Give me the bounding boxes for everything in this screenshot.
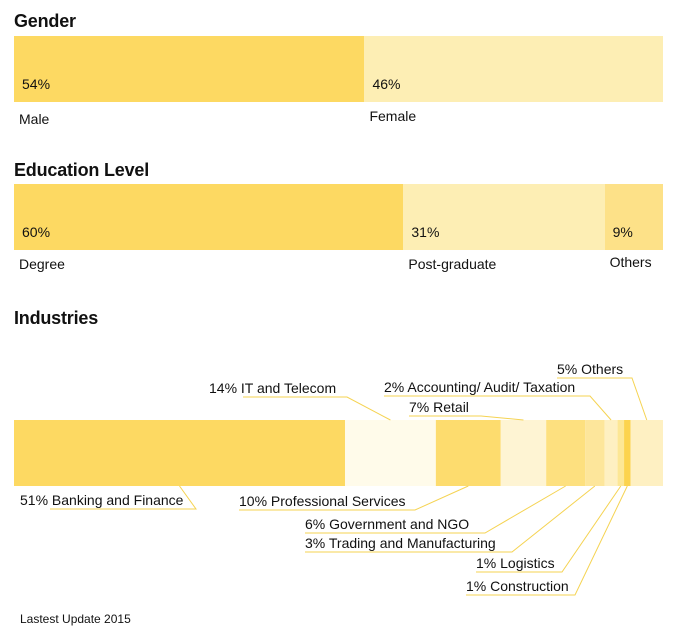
education-value-label: 31%: [411, 224, 440, 240]
industry-segment: [435, 420, 501, 486]
industry-leader-line: [466, 485, 628, 596]
industry-leader-line: [305, 485, 566, 534]
industry-segment: [604, 420, 618, 486]
industry-label: 5% Others: [557, 361, 623, 377]
industry-label: 3% Trading and Manufacturing: [305, 535, 496, 551]
industry-segment: [585, 420, 605, 486]
industry-label: 6% Government and NGO: [305, 516, 469, 532]
industry-label: 7% Retail: [409, 399, 469, 415]
industry-segment: [630, 420, 663, 486]
industry-label: 51% Banking and Finance: [20, 492, 184, 508]
gender-category-label: Female: [369, 108, 417, 124]
footnote: Lastest Update 2015: [20, 612, 131, 626]
industry-leader-line: [239, 485, 469, 511]
education-segment-post-graduate: [403, 184, 605, 250]
gender-segment-male: [14, 36, 365, 102]
industry-segment: [546, 420, 586, 486]
education-category-label: Others: [609, 254, 652, 270]
industry-label: 1% Logistics: [476, 555, 555, 571]
industry-segment: [500, 420, 547, 486]
education-value-label: 60%: [22, 224, 51, 240]
industry-leader-line: [243, 396, 391, 421]
industry-leader-line: [557, 377, 648, 421]
gender-value-label: 54%: [22, 76, 51, 92]
industries-title: Industries: [14, 308, 99, 328]
education-bar: 60% Degree 31% Post-graduate 9% Others: [14, 184, 663, 272]
gender-segment-female: [364, 36, 663, 102]
education-segment-degree: [14, 184, 404, 250]
industry-label: 10% Professional Services: [239, 493, 406, 509]
education-segment-others: [604, 184, 663, 250]
education-category-label: Post-graduate: [408, 256, 497, 272]
industry-leader-line: [476, 485, 622, 573]
industry-label: 2% Accounting/ Audit/ Taxation: [384, 379, 575, 395]
industry-segment: [14, 420, 345, 486]
gender-value-label: 46%: [372, 76, 401, 92]
industry-label: 14% IT and Telecom: [209, 380, 336, 396]
industry-leader-line: [305, 485, 596, 553]
gender-title: Gender: [14, 11, 76, 31]
industry-segment: [617, 420, 625, 486]
industry-leader-line: [384, 395, 612, 421]
education-title: Education Level: [14, 160, 150, 180]
education-value-label: 9%: [612, 224, 633, 240]
industry-label: 1% Construction: [466, 578, 569, 594]
gender-bar: 54% Male 46% Female: [14, 36, 663, 127]
industry-leader-line: [50, 485, 197, 510]
industry-segment: [344, 420, 436, 486]
industry-segment: [624, 420, 631, 486]
industry-leader-line: [409, 415, 524, 421]
education-category-label: Degree: [19, 256, 65, 272]
gender-category-label: Male: [19, 111, 50, 127]
